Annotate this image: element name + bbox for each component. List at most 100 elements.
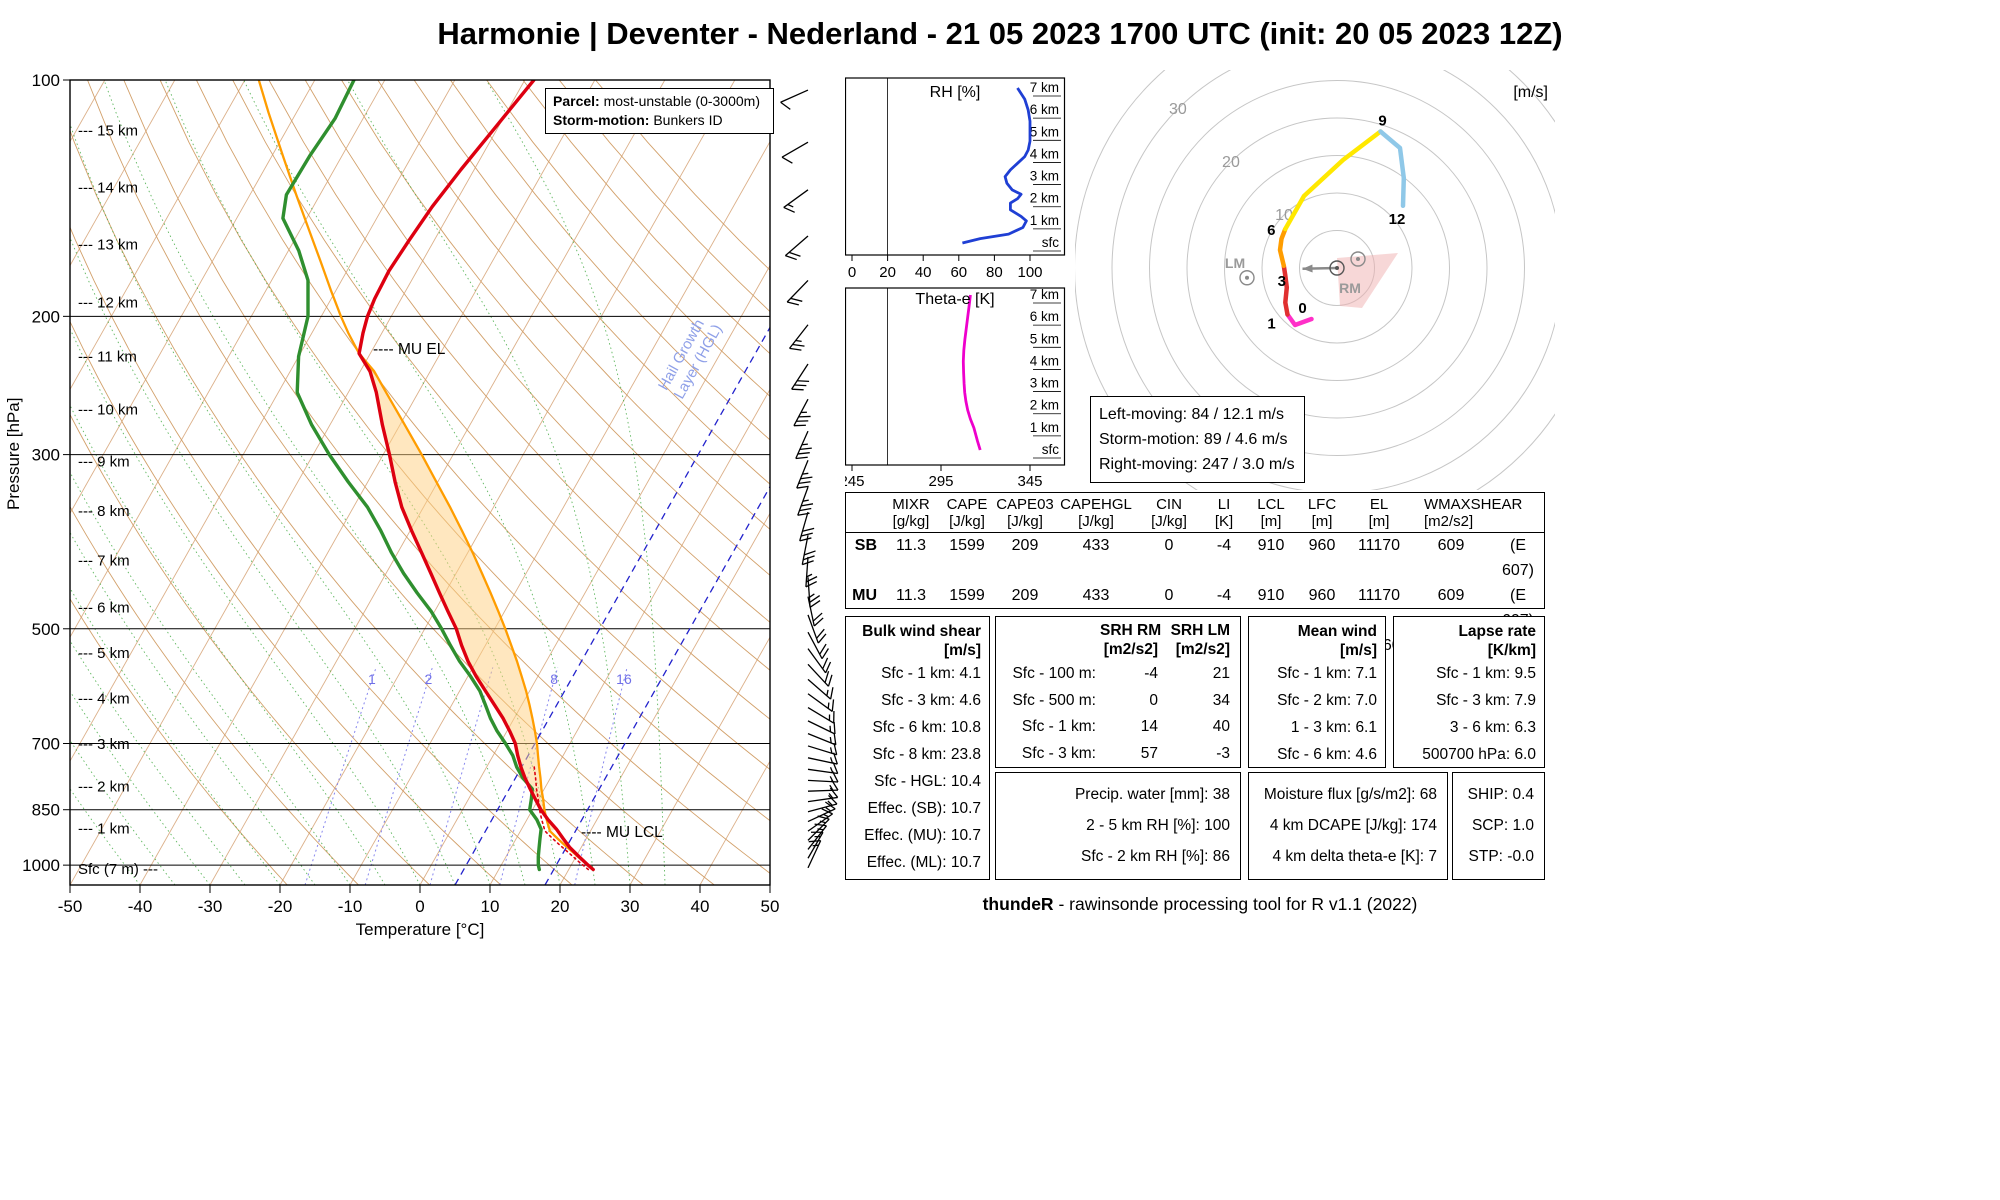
mean-wind-title: Mean wind xyxy=(1297,623,1377,640)
precip-row: Precip. water [mm]: 38 xyxy=(1074,786,1230,803)
indices-value: 11170 xyxy=(1357,537,1401,554)
indices-value: 433 xyxy=(1082,587,1110,604)
svg-text:4 km: 4 km xyxy=(1030,146,1059,161)
lapse-rate-box: Lapse rate [K/km] Sfc - 1 km: 9.5 Sfc - 3 k… xyxy=(1393,616,1545,768)
legend-parcel-value: most-unstable (0-3000m) xyxy=(599,93,760,109)
temperature-curve xyxy=(357,80,595,872)
svg-text:--- 2 km: --- 2 km xyxy=(78,778,130,795)
indices-row-label-sb: SB xyxy=(854,537,877,554)
indices-value: 11.3 xyxy=(896,587,926,604)
svg-text:--- 9 km: --- 9 km xyxy=(78,453,130,470)
svg-text:RM: RM xyxy=(1339,280,1361,296)
legend-storm-value: Bunkers ID xyxy=(649,112,723,128)
mu-el-annotation: ---- MU EL xyxy=(373,341,446,358)
svg-text:0: 0 xyxy=(848,264,856,281)
svg-text:0: 0 xyxy=(1298,300,1306,317)
thetae-title: Theta-e [K] xyxy=(915,291,995,308)
legend-parcel-label: Parcel: xyxy=(553,93,600,109)
svg-text:7 km: 7 km xyxy=(1030,287,1059,302)
indices-value: 0 xyxy=(1164,587,1174,604)
mixing-ratio-labels: 1 2 8 16 xyxy=(368,671,632,687)
composite-row: STP: -0.0 xyxy=(1468,848,1534,865)
moisture-box: Moisture flux [g/s/m2]: 68 4 km DCAPE [J/… xyxy=(1248,772,1448,880)
mean-wind-row: Sfc - 1 km: 7.1 xyxy=(1277,665,1377,682)
svg-text:40: 40 xyxy=(691,897,710,916)
svg-text:6: 6 xyxy=(1267,222,1275,239)
shear-row: Sfc - 1 km: 4.1 xyxy=(881,665,981,682)
svg-text:--- 4 km: --- 4 km xyxy=(78,690,130,707)
svg-text:3 km: 3 km xyxy=(1030,169,1059,184)
srh-box: SRH RM [m2/s2] SRH LM [m2/s2] Sfc - 100 m: -4… xyxy=(995,616,1241,768)
indices-value: 0 xyxy=(1164,537,1174,554)
lapse-rate-row: 500700 hPa: 6.0 xyxy=(1422,746,1536,763)
srh-lm-value: 21 xyxy=(1212,665,1230,683)
srh-row-label: Sfc - 1 km: xyxy=(1021,718,1096,736)
left-moving-text: Left-moving: 84 / 12.1 m/s xyxy=(1099,406,1284,423)
srh-lm-value: 40 xyxy=(1212,718,1230,736)
indices-value: 910 xyxy=(1257,537,1285,554)
svg-text:3: 3 xyxy=(1278,273,1286,290)
svg-text:295: 295 xyxy=(928,473,953,488)
svg-text:7 km: 7 km xyxy=(1030,80,1059,95)
shear-row: Sfc - 6 km: 10.8 xyxy=(872,719,981,736)
indices-col-header-lcl: LCL [m] xyxy=(1246,493,1296,533)
rh-curve xyxy=(962,87,1032,245)
svg-text:100: 100 xyxy=(1017,264,1042,281)
svg-text:5 km: 5 km xyxy=(1030,331,1059,346)
shear-row: Effec. (SB): 10.7 xyxy=(867,800,981,817)
srh-rm-value: 0 xyxy=(1149,691,1158,709)
svg-text:245: 245 xyxy=(845,473,865,488)
indices-table: MIXR [g/kg] CAPE [J/kg] CAPE03 [J/kg] CAPEHGL[… xyxy=(845,492,1545,679)
indices-value: 960 xyxy=(1308,537,1336,554)
indices-value: 209 xyxy=(1011,587,1039,604)
lapse-rate-row: Sfc - 1 km: 9.5 xyxy=(1436,665,1536,682)
moisture-row: Moisture flux [g/s/m2]: 68 xyxy=(1263,786,1437,803)
lapse-rate-title: Lapse rate xyxy=(1458,623,1536,640)
axes: -50 -40 -30 -20 -10 0 10 20 30 40 50 xyxy=(58,79,780,916)
composite-row: SCP: 1.0 xyxy=(1471,817,1534,834)
srh-rm-value: 14 xyxy=(1140,718,1158,736)
svg-text:5 km: 5 km xyxy=(1030,124,1059,139)
indices-value: 11.3 xyxy=(896,537,926,554)
indices-col-header-wmaxshear: WMAXSHEAR [m2/s2] xyxy=(1410,493,1544,533)
indices-col-header-cape: CAPE [J/kg] xyxy=(940,493,994,533)
thetae-frame: 245 295 345 7 km 6 km 5 km 4 km 3 km 2 km 1 km sfc xyxy=(845,287,1066,488)
svg-text:sfc: sfc xyxy=(1042,442,1060,457)
svg-text:12: 12 xyxy=(1389,211,1406,228)
precip-row: 2 - 5 km RH [%]: 100 xyxy=(1086,817,1230,834)
shear-row: Sfc - HGL: 10.4 xyxy=(874,773,981,790)
indices-value: 11170 xyxy=(1357,587,1401,604)
svg-text:345: 345 xyxy=(1017,473,1042,488)
indices-row-label-mu: MU xyxy=(852,587,877,604)
svg-text:50: 50 xyxy=(761,897,780,916)
svg-text:LM: LM xyxy=(1225,255,1245,271)
svg-text:-40: -40 xyxy=(128,897,153,916)
storm-motion-info: Left-moving: 84 / 12.1 m/s Storm-motion:… xyxy=(1090,396,1305,483)
footer-text: - rawinsonde processing tool for R v1.1 … xyxy=(1053,894,1418,914)
mean-wind-unit: [m/s] xyxy=(1339,642,1377,659)
svg-text:Sfc (7 m) ---: Sfc (7 m) --- xyxy=(78,861,158,878)
mean-wind-box: Mean wind [m/s] Sfc - 1 km: 7.1 Sfc - 2 km:… xyxy=(1248,616,1386,768)
indices-value: 609 xyxy=(1437,537,1465,554)
svg-text:100: 100 xyxy=(32,71,60,90)
svg-text:3 km: 3 km xyxy=(1030,376,1059,391)
virtual-parcel-dotted-curve xyxy=(533,766,590,871)
mean-wind-row: Sfc - 6 km: 4.6 xyxy=(1277,746,1377,763)
indices-value: 1599 xyxy=(949,537,985,554)
moisture-row: 4 km delta theta-e [K]: 7 xyxy=(1272,848,1437,865)
svg-text:10: 10 xyxy=(481,897,500,916)
svg-text:1 km: 1 km xyxy=(1030,213,1059,228)
wind-barb-column xyxy=(780,89,839,869)
indices-value: 433 xyxy=(1082,537,1110,554)
temperature-axis-title: Temperature [°C] xyxy=(355,920,485,939)
mean-wind-row: 1 - 3 km: 6.1 xyxy=(1290,719,1377,736)
height-labels: --- 15 km --- 14 km --- 13 km --- 12 km --- … xyxy=(78,123,158,879)
svg-text:16: 16 xyxy=(616,671,632,687)
indices-col-header-cape03: CAPE03 [J/kg] xyxy=(994,493,1056,533)
srh-row-label: Sfc - 3 km: xyxy=(1021,744,1096,762)
mu-lcl-annotation: ---- MU LCL xyxy=(581,824,663,841)
motion-markers: LM RM xyxy=(1225,251,1366,296)
precip-row: Sfc - 2 km RH [%]: 86 xyxy=(1080,848,1230,865)
svg-text:2: 2 xyxy=(425,671,433,687)
